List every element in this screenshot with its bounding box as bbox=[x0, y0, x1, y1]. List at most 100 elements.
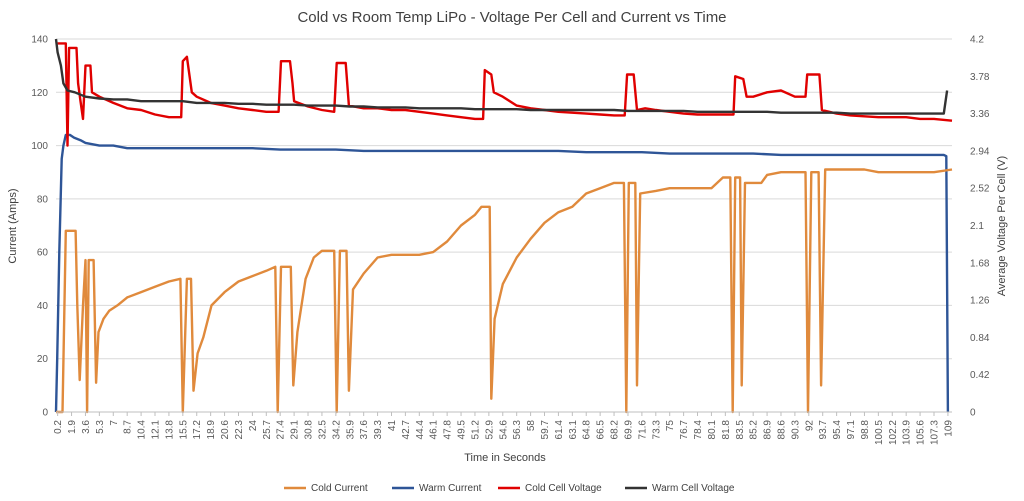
y-tick-label: 120 bbox=[31, 88, 48, 99]
y2-tick-label: 2.52 bbox=[970, 184, 990, 195]
legend-label: Cold Cell Voltage bbox=[525, 483, 602, 494]
x-tick-label: 5.3 bbox=[95, 420, 106, 434]
x-tick-label: 42.7 bbox=[401, 420, 412, 440]
chart-title: Cold vs Room Temp LiPo - Voltage Per Cel… bbox=[297, 9, 726, 26]
x-tick-label: 63.1 bbox=[568, 420, 579, 440]
x-tick-label: 73.3 bbox=[651, 420, 662, 440]
x-tick-label: 10.4 bbox=[137, 420, 148, 440]
series-line-warm-cell-voltage bbox=[54, 38, 949, 115]
x-tick-label: 1.9 bbox=[67, 420, 78, 434]
x-tick-label: 27.4 bbox=[276, 420, 287, 440]
x-tick-label: 95.4 bbox=[832, 420, 843, 440]
x-tick-label: 78.4 bbox=[693, 420, 704, 440]
x-tick-label: 105.6 bbox=[916, 420, 927, 445]
x-tick-label: 85.2 bbox=[749, 420, 760, 440]
x-tick-label: 100.5 bbox=[874, 420, 885, 445]
x-tick-label: 54.6 bbox=[498, 420, 509, 440]
plot-area bbox=[54, 38, 953, 414]
x-tick-label: 37.6 bbox=[359, 420, 370, 440]
x-tick-label: 52.9 bbox=[484, 420, 495, 440]
x-tick-label: 56.3 bbox=[512, 420, 523, 440]
x-tick-label: 83.5 bbox=[735, 420, 746, 440]
y2-tick-label: 1.68 bbox=[970, 258, 990, 269]
x-tick-label: 81.8 bbox=[721, 420, 732, 440]
x-tick-label: 13.8 bbox=[164, 420, 175, 440]
x-tick-label: 7 bbox=[109, 420, 120, 426]
x-tick-label: 32.5 bbox=[317, 420, 328, 440]
x-tick-label: 86.9 bbox=[763, 420, 774, 440]
x-axis-title: Time in Seconds bbox=[464, 452, 546, 464]
legend-label: Cold Current bbox=[311, 483, 368, 494]
y2-tick-label: 1.26 bbox=[970, 296, 990, 307]
series-line-cold-current bbox=[56, 168, 953, 414]
y2-tick-label: 3.36 bbox=[970, 109, 990, 120]
legend-label: Warm Current bbox=[419, 483, 482, 494]
x-tick-label: 20.6 bbox=[220, 420, 231, 440]
x-tick-label: 3.6 bbox=[81, 420, 92, 434]
x-tick-label: 76.7 bbox=[679, 420, 690, 440]
x-tick-label: 69.9 bbox=[623, 420, 634, 440]
x-tick-label: 51.2 bbox=[470, 420, 481, 440]
x-tick-label: 17.2 bbox=[192, 420, 203, 440]
y-tick-label: 20 bbox=[37, 354, 49, 365]
x-tick-label: 18.9 bbox=[206, 420, 217, 440]
x-tick-label: 46.1 bbox=[429, 420, 440, 440]
x-tick-label: 92 bbox=[804, 420, 815, 432]
gridlines bbox=[56, 38, 952, 413]
x-tick-label: 58 bbox=[526, 420, 537, 432]
y2-axis-title: Average Voltage Per Cell (V) bbox=[996, 156, 1008, 296]
x-tick-label: 64.8 bbox=[582, 420, 593, 440]
legend: Cold Current Warm Current Cold Cell Voltag… bbox=[284, 483, 735, 494]
x-tick-label: 29.1 bbox=[290, 420, 301, 440]
y-tick-label: 80 bbox=[37, 194, 49, 205]
x-tick-label: 12.1 bbox=[151, 420, 162, 440]
y2-tick-label: 0 bbox=[970, 408, 976, 419]
x-tick-label: 44.4 bbox=[415, 420, 426, 440]
y2-tick-label: 3.78 bbox=[970, 72, 990, 83]
x-tick-label: 98.8 bbox=[860, 420, 871, 440]
legend-label: Warm Cell Voltage bbox=[652, 483, 735, 494]
y2-tick-label: 4.2 bbox=[970, 35, 984, 46]
x-tick-label: 90.3 bbox=[790, 420, 801, 440]
x-tick-label: 71.6 bbox=[637, 420, 648, 440]
x-tick-label: 59.7 bbox=[540, 420, 551, 440]
y2-tick-label: 0.84 bbox=[970, 333, 990, 344]
x-tick-label: 25.7 bbox=[262, 420, 273, 440]
x-tick-label: 107.3 bbox=[929, 420, 940, 445]
x-tick-label: 66.5 bbox=[596, 420, 607, 440]
x-tick-label: 41 bbox=[387, 420, 398, 432]
x-tick-label: 24 bbox=[248, 420, 259, 432]
x-tick-label: 103.9 bbox=[902, 420, 913, 445]
x-tick-label: 8.7 bbox=[123, 420, 134, 434]
y-tick-label: 60 bbox=[37, 248, 49, 259]
y2-tick-label: 0.42 bbox=[970, 370, 990, 381]
y-tick-label: 40 bbox=[37, 301, 49, 312]
y-axis-title: Current (Amps) bbox=[7, 188, 19, 263]
x-tick-label: 35.9 bbox=[345, 420, 356, 440]
x-tick-label: 39.3 bbox=[373, 420, 384, 440]
x-tick-label: 30.8 bbox=[304, 420, 315, 440]
x-tick-label: 80.1 bbox=[707, 420, 718, 440]
y2-axis-ticks: 0 0.42 0.84 1.26 1.68 2.1 2.52 2.94 3.36 3.78 4.2 bbox=[970, 35, 990, 419]
x-tick-label: 93.7 bbox=[818, 420, 829, 440]
x-tick-label: 22.3 bbox=[234, 420, 245, 440]
x-tick-label: 15.5 bbox=[178, 420, 189, 440]
y-tick-label: 140 bbox=[31, 35, 48, 46]
y2-tick-label: 2.94 bbox=[970, 146, 990, 157]
x-axis-ticks: 0.2 1.9 3.6 5.3 7 8.7 10.4 12.1 13.8 15.5 17.2 18.9… bbox=[53, 411, 954, 445]
y2-tick-label: 2.1 bbox=[970, 221, 984, 232]
series-line-cold-cell-voltage bbox=[57, 42, 953, 147]
x-tick-label: 109 bbox=[943, 420, 954, 437]
x-tick-label: 49.5 bbox=[457, 420, 468, 440]
y-tick-label: 100 bbox=[31, 141, 48, 152]
y-tick-label: 0 bbox=[42, 408, 48, 419]
x-tick-label: 97.1 bbox=[846, 420, 857, 440]
x-tick-label: 61.4 bbox=[554, 420, 565, 440]
x-tick-label: 0.2 bbox=[53, 420, 64, 434]
series-line-warm-current bbox=[54, 133, 950, 413]
x-tick-label: 75 bbox=[665, 420, 676, 432]
x-tick-label: 34.2 bbox=[331, 420, 342, 440]
y-axis-ticks: 0 20 40 60 80 100 120 140 bbox=[31, 35, 48, 419]
x-tick-label: 88.6 bbox=[776, 420, 787, 440]
